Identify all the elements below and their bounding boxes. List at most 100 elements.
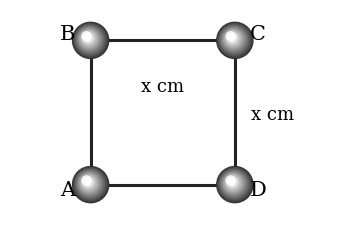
Circle shape — [81, 175, 97, 190]
Circle shape — [218, 24, 250, 56]
Circle shape — [229, 34, 236, 41]
Circle shape — [216, 166, 254, 203]
Circle shape — [74, 23, 107, 56]
Circle shape — [217, 167, 252, 201]
Circle shape — [216, 22, 254, 59]
Circle shape — [226, 31, 240, 45]
Circle shape — [84, 178, 92, 186]
Circle shape — [222, 27, 245, 51]
Circle shape — [226, 176, 239, 189]
Circle shape — [224, 173, 243, 192]
Circle shape — [217, 166, 253, 203]
Circle shape — [85, 179, 91, 185]
Circle shape — [220, 170, 247, 197]
Circle shape — [74, 24, 106, 56]
Circle shape — [220, 25, 248, 54]
Circle shape — [76, 170, 103, 197]
Circle shape — [80, 174, 98, 192]
Circle shape — [79, 29, 98, 48]
Circle shape — [229, 179, 235, 185]
Circle shape — [229, 35, 235, 40]
Circle shape — [77, 27, 102, 52]
Circle shape — [72, 22, 109, 59]
Circle shape — [222, 171, 246, 196]
Circle shape — [82, 176, 95, 189]
Circle shape — [73, 22, 108, 58]
Circle shape — [226, 176, 239, 189]
Circle shape — [226, 175, 240, 190]
Circle shape — [73, 23, 107, 57]
Circle shape — [79, 173, 98, 192]
Circle shape — [75, 169, 105, 199]
Circle shape — [80, 30, 98, 47]
Circle shape — [75, 24, 105, 55]
Circle shape — [222, 27, 246, 51]
Circle shape — [84, 33, 92, 42]
Circle shape — [224, 29, 243, 48]
Circle shape — [217, 22, 253, 58]
Circle shape — [225, 31, 236, 41]
Circle shape — [75, 169, 105, 200]
Circle shape — [223, 173, 243, 193]
Circle shape — [225, 30, 241, 47]
Circle shape — [73, 167, 108, 202]
Circle shape — [72, 166, 109, 203]
Circle shape — [223, 173, 244, 194]
Circle shape — [85, 179, 91, 185]
Circle shape — [227, 32, 238, 44]
Circle shape — [217, 167, 252, 202]
Circle shape — [221, 27, 246, 52]
Circle shape — [81, 175, 92, 186]
Circle shape — [228, 178, 237, 187]
Circle shape — [74, 168, 106, 200]
Circle shape — [225, 31, 241, 46]
Text: x cm: x cm — [141, 78, 184, 96]
Circle shape — [78, 172, 100, 194]
Circle shape — [76, 26, 103, 53]
Circle shape — [225, 174, 241, 191]
Circle shape — [84, 178, 92, 187]
Circle shape — [225, 175, 241, 190]
Circle shape — [76, 170, 104, 198]
Circle shape — [75, 25, 105, 55]
Circle shape — [223, 28, 244, 50]
Text: B: B — [60, 25, 75, 44]
Circle shape — [217, 22, 252, 58]
Circle shape — [218, 168, 250, 200]
Circle shape — [77, 171, 102, 196]
Circle shape — [83, 33, 93, 43]
Circle shape — [82, 32, 95, 44]
Circle shape — [72, 22, 109, 58]
Circle shape — [74, 168, 107, 201]
Circle shape — [226, 32, 239, 45]
Circle shape — [77, 171, 101, 196]
Circle shape — [78, 28, 100, 50]
Circle shape — [72, 166, 109, 203]
Circle shape — [219, 25, 249, 55]
Circle shape — [80, 174, 97, 191]
Circle shape — [78, 27, 101, 51]
Circle shape — [220, 26, 247, 53]
Circle shape — [225, 175, 236, 186]
Circle shape — [76, 26, 104, 53]
Circle shape — [79, 28, 100, 50]
Circle shape — [228, 34, 236, 42]
Circle shape — [224, 30, 242, 47]
Circle shape — [224, 174, 242, 192]
Circle shape — [82, 176, 95, 189]
Circle shape — [219, 24, 250, 55]
Circle shape — [220, 169, 248, 198]
Circle shape — [80, 30, 97, 47]
Circle shape — [221, 171, 246, 196]
Circle shape — [226, 32, 239, 44]
Circle shape — [83, 177, 93, 187]
Circle shape — [81, 31, 97, 46]
Circle shape — [228, 33, 237, 42]
Circle shape — [228, 177, 237, 187]
Circle shape — [82, 175, 96, 190]
Circle shape — [228, 33, 237, 43]
Circle shape — [220, 170, 248, 198]
Circle shape — [219, 169, 250, 200]
Circle shape — [81, 31, 92, 41]
Circle shape — [79, 173, 100, 194]
